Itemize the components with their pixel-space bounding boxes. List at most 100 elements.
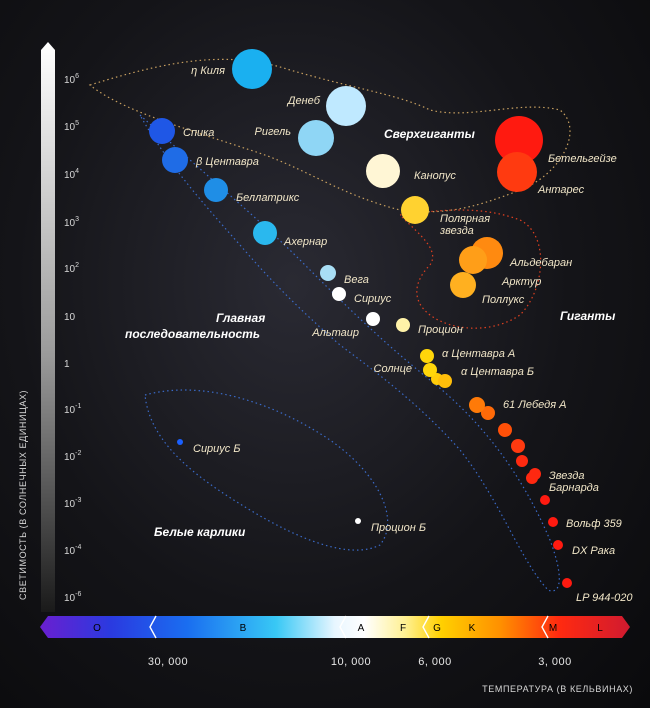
star-label: Звезда Барнарда	[549, 470, 599, 494]
star-marker	[326, 86, 366, 126]
luminosity-tick-label: 106	[64, 73, 79, 86]
star-label: Беллатрикс	[236, 192, 300, 204]
star: Сириус	[332, 287, 392, 305]
luminosity-tick-label: 102	[64, 262, 79, 275]
star-label: 61 Лебедя А	[503, 399, 566, 411]
x-axis-title: ТЕМПЕРАТУРА (В КЕЛЬВИНАХ)	[482, 684, 633, 694]
star: β Центавра	[162, 147, 259, 173]
region-label-giants: Гиганты	[560, 309, 616, 323]
star-label: Альтаир	[311, 327, 359, 339]
star-label: Бетельгейзе	[548, 153, 617, 165]
star-label: Вега	[344, 274, 369, 286]
star: 61 Лебедя А	[469, 397, 566, 413]
star-marker	[332, 287, 346, 301]
spectral-divider	[541, 615, 549, 639]
main-sequence-outline	[139, 114, 560, 592]
stars: η Киля Денеб Ригель Спика β Центавра Беллатри…	[149, 49, 633, 604]
star: α Центавра А	[420, 348, 515, 363]
star-label: Сириус Б	[193, 443, 241, 455]
star-marker	[396, 318, 410, 332]
star: Спика	[149, 118, 214, 144]
spectral-class-label: M	[549, 623, 557, 634]
star: Вега	[320, 265, 369, 286]
spectral-class-label: F	[400, 623, 406, 634]
star: Денеб	[286, 86, 366, 126]
temperature-ticks: 30, 000 10, 000 6, 000 3, 000	[148, 656, 572, 668]
star-label: Ахернар	[283, 236, 327, 248]
spectral-class-label: A	[358, 623, 365, 634]
star-marker	[355, 518, 361, 524]
star-label: Процион Б	[371, 522, 426, 534]
spectral-class-label: L	[597, 623, 603, 634]
star: Звезда Барнарда	[526, 470, 599, 494]
star-marker	[204, 178, 228, 202]
spectral-divider	[422, 615, 430, 639]
temperature-tick-label: 6, 000	[418, 656, 452, 668]
temperature-tick-label: 3, 000	[538, 656, 572, 668]
luminosity-tick-label: 1	[64, 359, 70, 370]
star: Сириус Б	[177, 439, 241, 455]
star-label: DX Рака	[572, 545, 615, 557]
luminosity-tick-label: 10-2	[64, 450, 81, 463]
star-label: α Центавра А	[442, 348, 515, 360]
star-dot	[481, 406, 495, 420]
star-marker	[553, 540, 563, 550]
spectral-divider	[149, 615, 157, 639]
region-label-supergiants: Сверхгиганты	[384, 127, 476, 141]
star: Поллукс	[450, 272, 525, 306]
star-label: Ригель	[255, 126, 292, 138]
star-marker	[320, 265, 336, 281]
region-label-main-sequence-1: Главная	[216, 311, 265, 325]
star-marker	[177, 439, 183, 445]
region-label-main-sequence-2: последовательность	[125, 327, 260, 341]
star-marker	[366, 312, 380, 326]
star-label: LP 944-020	[576, 592, 633, 604]
star-marker	[420, 349, 434, 363]
star: Процион Б	[355, 518, 426, 534]
star: Вольф 359	[548, 517, 622, 530]
star: α Центавра Б	[438, 366, 534, 388]
star-label: Арктур	[501, 276, 541, 288]
star: Беллатрикс	[204, 178, 300, 204]
star-marker	[366, 154, 400, 188]
spectral-class-label: O	[93, 623, 101, 634]
spectral-class-label: G	[433, 623, 441, 634]
star-marker	[149, 118, 175, 144]
star-marker	[548, 517, 558, 527]
temperature-tick-label: 10, 000	[331, 656, 371, 668]
star-label: Спика	[183, 127, 214, 139]
luminosity-tick-label: 104	[64, 168, 79, 181]
star-marker	[459, 246, 487, 274]
star-label: Полярная звезда	[439, 213, 490, 237]
spectral-class-label: B	[240, 623, 247, 634]
star-marker	[232, 49, 272, 89]
spectral-class-label: K	[469, 623, 476, 634]
star-marker	[495, 116, 543, 164]
star: Ригель	[255, 120, 334, 156]
star: DX Рака	[553, 540, 615, 557]
star-marker	[253, 221, 277, 245]
luminosity-tick-label: 10-6	[64, 591, 81, 604]
star-dot	[516, 455, 528, 467]
temperature-tick-label: 30, 000	[148, 656, 188, 668]
luminosity-tick-label: 10-1	[64, 403, 81, 416]
star-label: η Киля	[191, 65, 225, 77]
star: η Киля	[191, 49, 272, 89]
star-label: Канопус	[414, 170, 456, 182]
star-label: Солнце	[374, 363, 412, 375]
star: Солнце	[374, 363, 437, 377]
luminosity-tick-label: 10	[64, 312, 76, 323]
star-marker	[298, 120, 334, 156]
star-marker	[423, 363, 437, 377]
star: LP 944-020	[562, 578, 633, 604]
star: Бетельгейзе	[495, 116, 617, 165]
supergiants-outline	[88, 58, 571, 213]
star-label: β Центавра	[195, 156, 259, 168]
star-marker	[526, 472, 538, 484]
star-marker	[438, 374, 452, 388]
star-label: α Центавра Б	[461, 366, 534, 378]
